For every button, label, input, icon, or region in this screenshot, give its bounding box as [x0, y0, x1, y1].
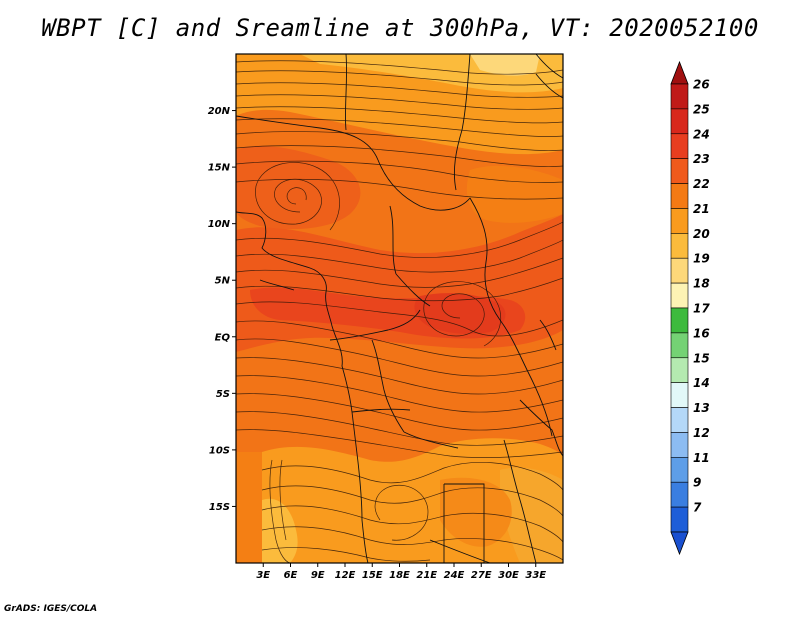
lon-tick-label: 3E [256, 570, 270, 581]
lat-tick-label: 5S [216, 389, 230, 400]
lat-tick-label: 15N [208, 163, 231, 174]
lat-tick-label: EQ [215, 332, 231, 343]
colorbar-label: 9 [693, 476, 701, 490]
lon-tick-label: 9E [311, 570, 325, 581]
longitude-axis: 3E 6E 9E 12E 15E 18E 21E 24E 27E 30E 33E [256, 563, 546, 581]
lon-tick-label: 18E [389, 570, 410, 581]
lon-tick-label: 33E [525, 570, 546, 581]
lat-tick-label: 20N [208, 106, 231, 117]
grads-credit: GrADS: IGES/COLA [4, 604, 98, 614]
wbpt-fill-se-22 [440, 477, 512, 547]
colorbar-swatch [670, 208, 689, 234]
wbpt-fill-south-20b [500, 467, 563, 563]
colorbar-swatch [670, 158, 689, 184]
lon-tick-label: 24E [444, 570, 465, 581]
wbpt-fill-south-20 [262, 498, 298, 563]
lat-tick-label: 15S [209, 502, 230, 513]
colorbar-label: 17 [693, 302, 710, 316]
colorbar-label: 26 [693, 78, 710, 92]
lon-tick-label: 21E [416, 570, 437, 581]
colorbar-label: 25 [693, 102, 710, 116]
colorbar-label: 23 [693, 152, 710, 166]
colorbar-label: 19 [693, 252, 710, 266]
colorbar-label: 13 [693, 401, 710, 415]
colorbar-swatch [670, 432, 689, 458]
colorbar-swatch [670, 133, 689, 159]
colorbar-swatch [670, 83, 689, 110]
colorbar-swatch [670, 357, 689, 383]
colorbar-label: 15 [693, 351, 710, 365]
colorbar-swatch [670, 108, 689, 135]
lat-tick-label: 5N [215, 276, 231, 287]
colorbar: 26 25 24 23 22 21 20 19 18 17 16 15 14 13 12 11 9 7 [670, 60, 710, 556]
colorbar-label: 16 [693, 326, 710, 340]
lon-tick-label: 6E [284, 570, 298, 581]
lon-tick-label: 30E [498, 570, 519, 581]
colorbar-swatch [670, 457, 689, 483]
wbpt-fill-north-19 [470, 54, 540, 76]
lon-tick-label: 15E [362, 570, 383, 581]
wbpt-fill-central-24b [414, 293, 506, 334]
lon-tick-label: 12E [335, 570, 356, 581]
colorbar-swatch [670, 233, 689, 259]
latitude-axis: 20N 15N 10N 5N EQ 5S 10S 15S [208, 106, 236, 513]
colorbar-swatch [670, 307, 689, 334]
lat-tick-label: 10N [208, 219, 231, 230]
streamlines [236, 60, 563, 563]
wbpt-fill-ne-22 [466, 165, 563, 223]
map-field [236, 54, 563, 563]
country-borders [236, 54, 563, 563]
colorbar-label: 11 [693, 451, 710, 465]
wbpt-fill-ocean-sw [236, 452, 262, 563]
colorbar-label: 20 [693, 227, 710, 241]
map-title: WBPT [C] and Sreamline at 300hPa, VT: 20… [41, 14, 759, 42]
colorbar-label: 12 [693, 426, 710, 440]
colorbar-swatch [670, 257, 689, 284]
colorbar-swatch [670, 183, 689, 209]
colorbar-swatch [670, 332, 689, 359]
lon-tick-label: 27E [471, 570, 492, 581]
colorbar-top-arrow [670, 60, 689, 85]
colorbar-label: 14 [693, 376, 710, 390]
colorbar-bottom-arrow [670, 531, 689, 556]
colorbar-label: 24 [693, 127, 710, 141]
colorbar-label: 22 [693, 177, 710, 191]
colorbar-label: 21 [693, 202, 710, 216]
colorbar-swatch [670, 382, 689, 408]
colorbar-swatch [670, 282, 689, 309]
colorbar-swatch [670, 506, 689, 533]
colorbar-swatch [670, 407, 689, 433]
colorbar-swatch [670, 481, 689, 508]
lat-tick-label: 10S [209, 445, 230, 456]
colorbar-label: 7 [693, 501, 702, 515]
colorbar-label: 18 [693, 277, 710, 291]
